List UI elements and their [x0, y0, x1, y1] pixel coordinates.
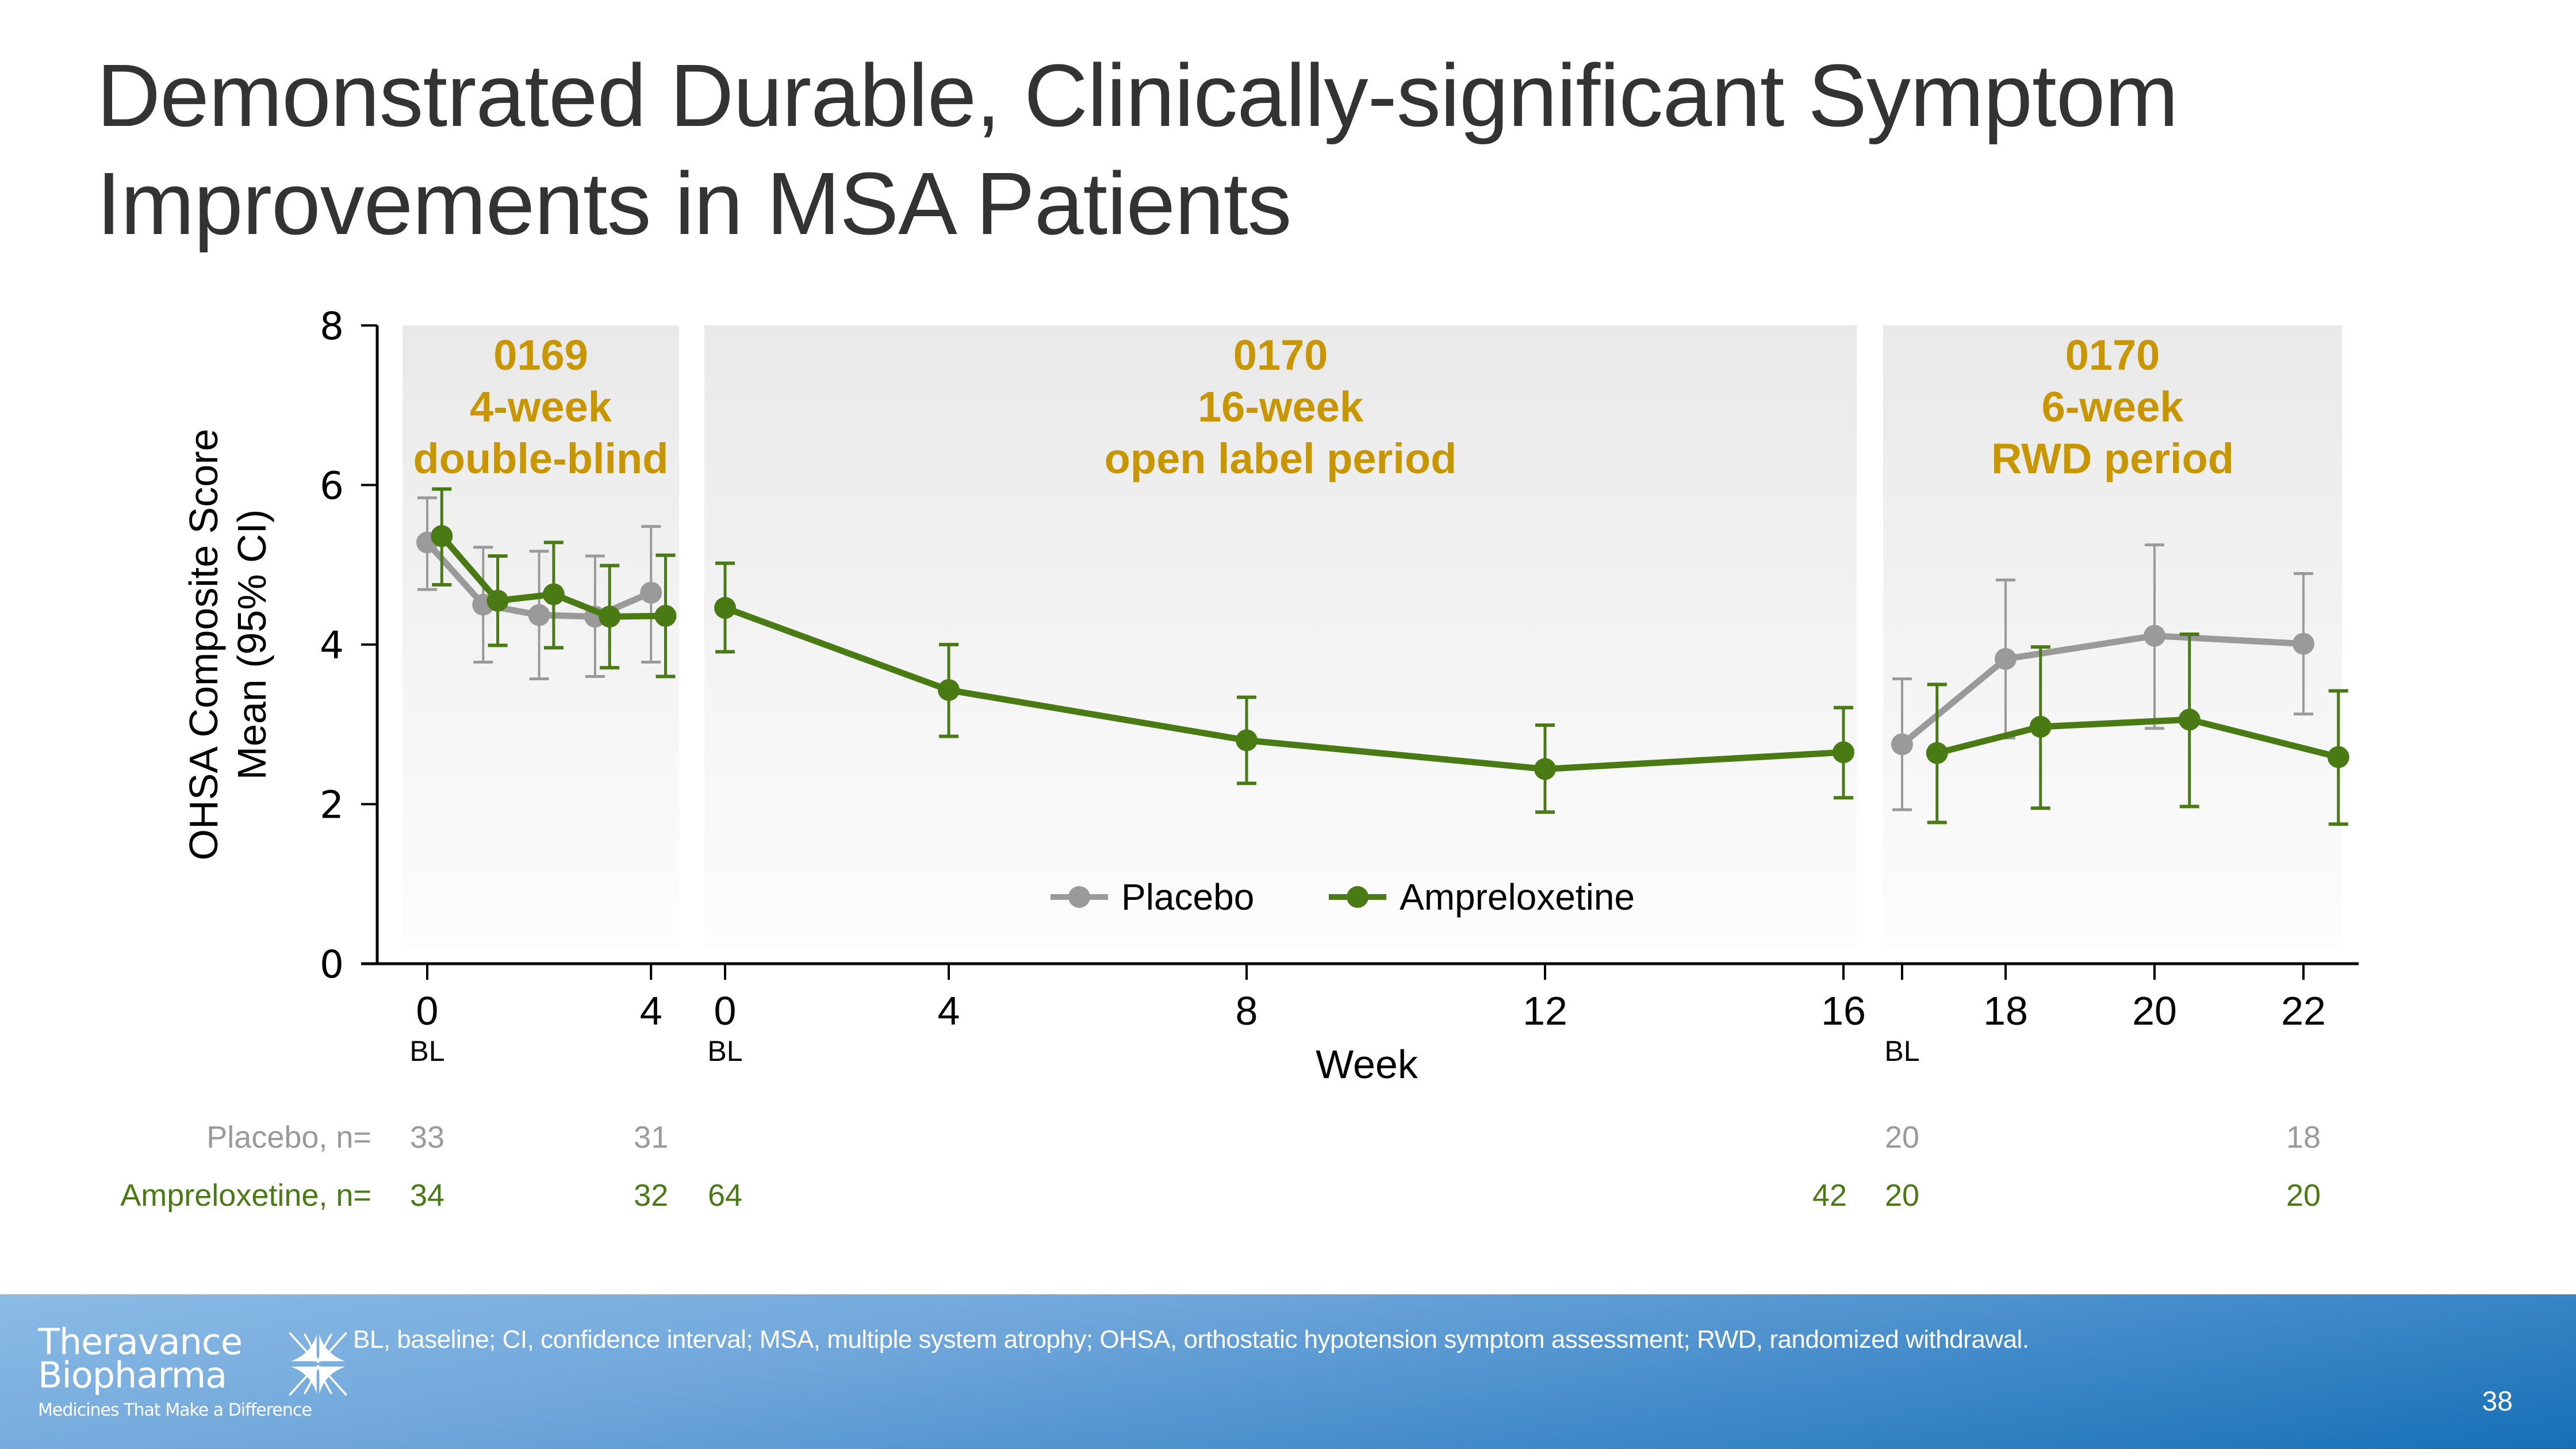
data-point-ampreloxetine	[1534, 758, 1556, 780]
y-tick-label: 2	[320, 783, 344, 827]
phase-label-p0170rwd-line-2: 6-week	[2042, 383, 2184, 431]
y-axis-title: OHSA Composite Score Mean (95% CI)	[181, 429, 274, 861]
phase-label-p0170ol-line-1: 0170	[1233, 331, 1328, 379]
data-point-placebo	[2293, 632, 2314, 655]
data-point-ampreloxetine	[599, 605, 621, 628]
data-point-ampreloxetine	[486, 589, 509, 612]
x-tick-sublabel: BL	[409, 1035, 444, 1067]
x-tick-label: 0	[416, 988, 439, 1033]
n-value-ampreloxetine: 34	[410, 1178, 444, 1213]
phase-label-p0170ol-line-2: 16-week	[1198, 383, 1364, 431]
x-tick-label: 0	[714, 988, 737, 1033]
x-tick-label: 16	[1821, 988, 1866, 1033]
n-row-label-ampreloxetine: Ampreloxetine, n=	[120, 1178, 371, 1213]
y-tick-label: 0	[320, 942, 344, 987]
n-value-ampreloxetine: 32	[634, 1178, 668, 1213]
slide-title-line-2: Improvements in MSA Patients	[97, 154, 1292, 253]
page-number: 38	[2482, 1386, 2513, 1417]
data-point-ampreloxetine	[938, 679, 960, 702]
y-tick-label: 4	[320, 623, 344, 668]
footnote: BL, baseline; CI, confidence interval; M…	[353, 1325, 2029, 1354]
series-line-ampreloxetine	[1936, 716, 2340, 760]
n-value-ampreloxetine: 64	[708, 1178, 742, 1213]
x-tick-sublabel: BL	[1884, 1035, 1919, 1067]
x-tick-label: 12	[1523, 988, 1567, 1033]
n-value-placebo: 31	[634, 1120, 668, 1155]
x-tick-sublabel: BL	[707, 1035, 742, 1067]
slide-title-line-1: Demonstrated Durable, Clinically-signifi…	[97, 46, 2179, 145]
company-logo: Theravance Biopharma Medicines That Make…	[38, 1321, 347, 1420]
data-point-ampreloxetine	[1236, 729, 1258, 752]
x-tick-label: 22	[2281, 988, 2326, 1033]
logo-line-1: Theravance	[38, 1321, 243, 1363]
n-value-ampreloxetine: 20	[2286, 1178, 2321, 1213]
y-tick-label: 6	[320, 464, 344, 508]
y-axis-title-line-1: OHSA Composite Score	[181, 429, 226, 861]
y-axis-title-line-2: Mean (95% CI)	[229, 509, 274, 780]
data-point-ampreloxetine	[714, 597, 736, 619]
data-point-placebo	[1995, 647, 2017, 670]
data-point-placebo	[640, 581, 662, 604]
footer-band	[0, 1294, 2576, 1449]
data-point-ampreloxetine	[1833, 741, 1854, 764]
n-value-ampreloxetine: 20	[1885, 1178, 1919, 1213]
data-point-ampreloxetine	[542, 583, 565, 605]
phase-label-p0169-line-3: double-blind	[413, 435, 669, 482]
x-tick-label: 8	[1236, 988, 1258, 1033]
x-tick-label: 4	[938, 988, 960, 1033]
phase-label-p0170ol-line-3: open label period	[1105, 435, 1457, 482]
legend-marker-placebo	[1068, 886, 1090, 908]
x-tick-label: 18	[1983, 988, 2028, 1033]
n-value-placebo: 18	[2286, 1120, 2321, 1155]
data-point-ampreloxetine	[2029, 715, 2052, 738]
x-tick-label: 4	[640, 988, 662, 1033]
logo-line-2: Biopharma	[38, 1354, 227, 1396]
series-ampreloxetine	[431, 487, 2349, 826]
logo-tagline: Medicines That Make a Difference	[38, 1400, 312, 1420]
legend-label-ampreloxetine: Ampreloxetine	[1400, 876, 1635, 918]
data-point-placebo	[528, 604, 550, 626]
data-point-ampreloxetine	[2178, 708, 2201, 731]
data-point-ampreloxetine	[1926, 742, 1948, 764]
n-row-label-placebo: Placebo, n=	[206, 1120, 371, 1155]
legend-marker-ampreloxetine	[1347, 886, 1368, 908]
y-tick-label: 8	[320, 304, 344, 348]
phase-label-p0170rwd-line-1: 0170	[2065, 331, 2160, 379]
chart-series	[416, 487, 2349, 826]
chart-legend: Placebo Ampreloxetine	[1051, 876, 1635, 918]
slide-title: Demonstrated Durable, Clinically-signifi…	[97, 41, 2397, 258]
data-point-ampreloxetine	[2327, 746, 2349, 768]
n-value-ampreloxetine: 42	[1812, 1178, 1847, 1213]
n-value-placebo: 33	[410, 1120, 444, 1155]
data-point-ampreloxetine	[654, 605, 677, 627]
phase-label-p0169-line-1: 0169	[493, 331, 588, 379]
phase-label-p0169-line-2: 4-week	[470, 383, 612, 431]
n-value-placebo: 20	[1885, 1120, 1919, 1155]
data-point-placebo	[1891, 733, 1913, 756]
phase-label-p0170rwd-line-3: RWD period	[1991, 435, 2234, 482]
phase-panel-p0170ol	[704, 325, 1857, 949]
x-tick-label: 20	[2132, 988, 2177, 1033]
data-point-placebo	[2144, 624, 2165, 647]
data-point-ampreloxetine	[431, 525, 453, 547]
x-axis-title: Week	[1316, 1042, 1419, 1087]
legend-label-placebo: Placebo	[1121, 876, 1254, 918]
phase-panel-p0170rwd	[1883, 325, 2342, 949]
phase-panel-p0169	[402, 325, 679, 949]
starburst-logo-icon	[289, 1332, 347, 1396]
n-table: Placebo, n= 33 31 20 18 Ampreloxetine, n= 34 32…	[120, 1120, 2321, 1213]
series-line-placebo	[1900, 632, 2304, 747]
